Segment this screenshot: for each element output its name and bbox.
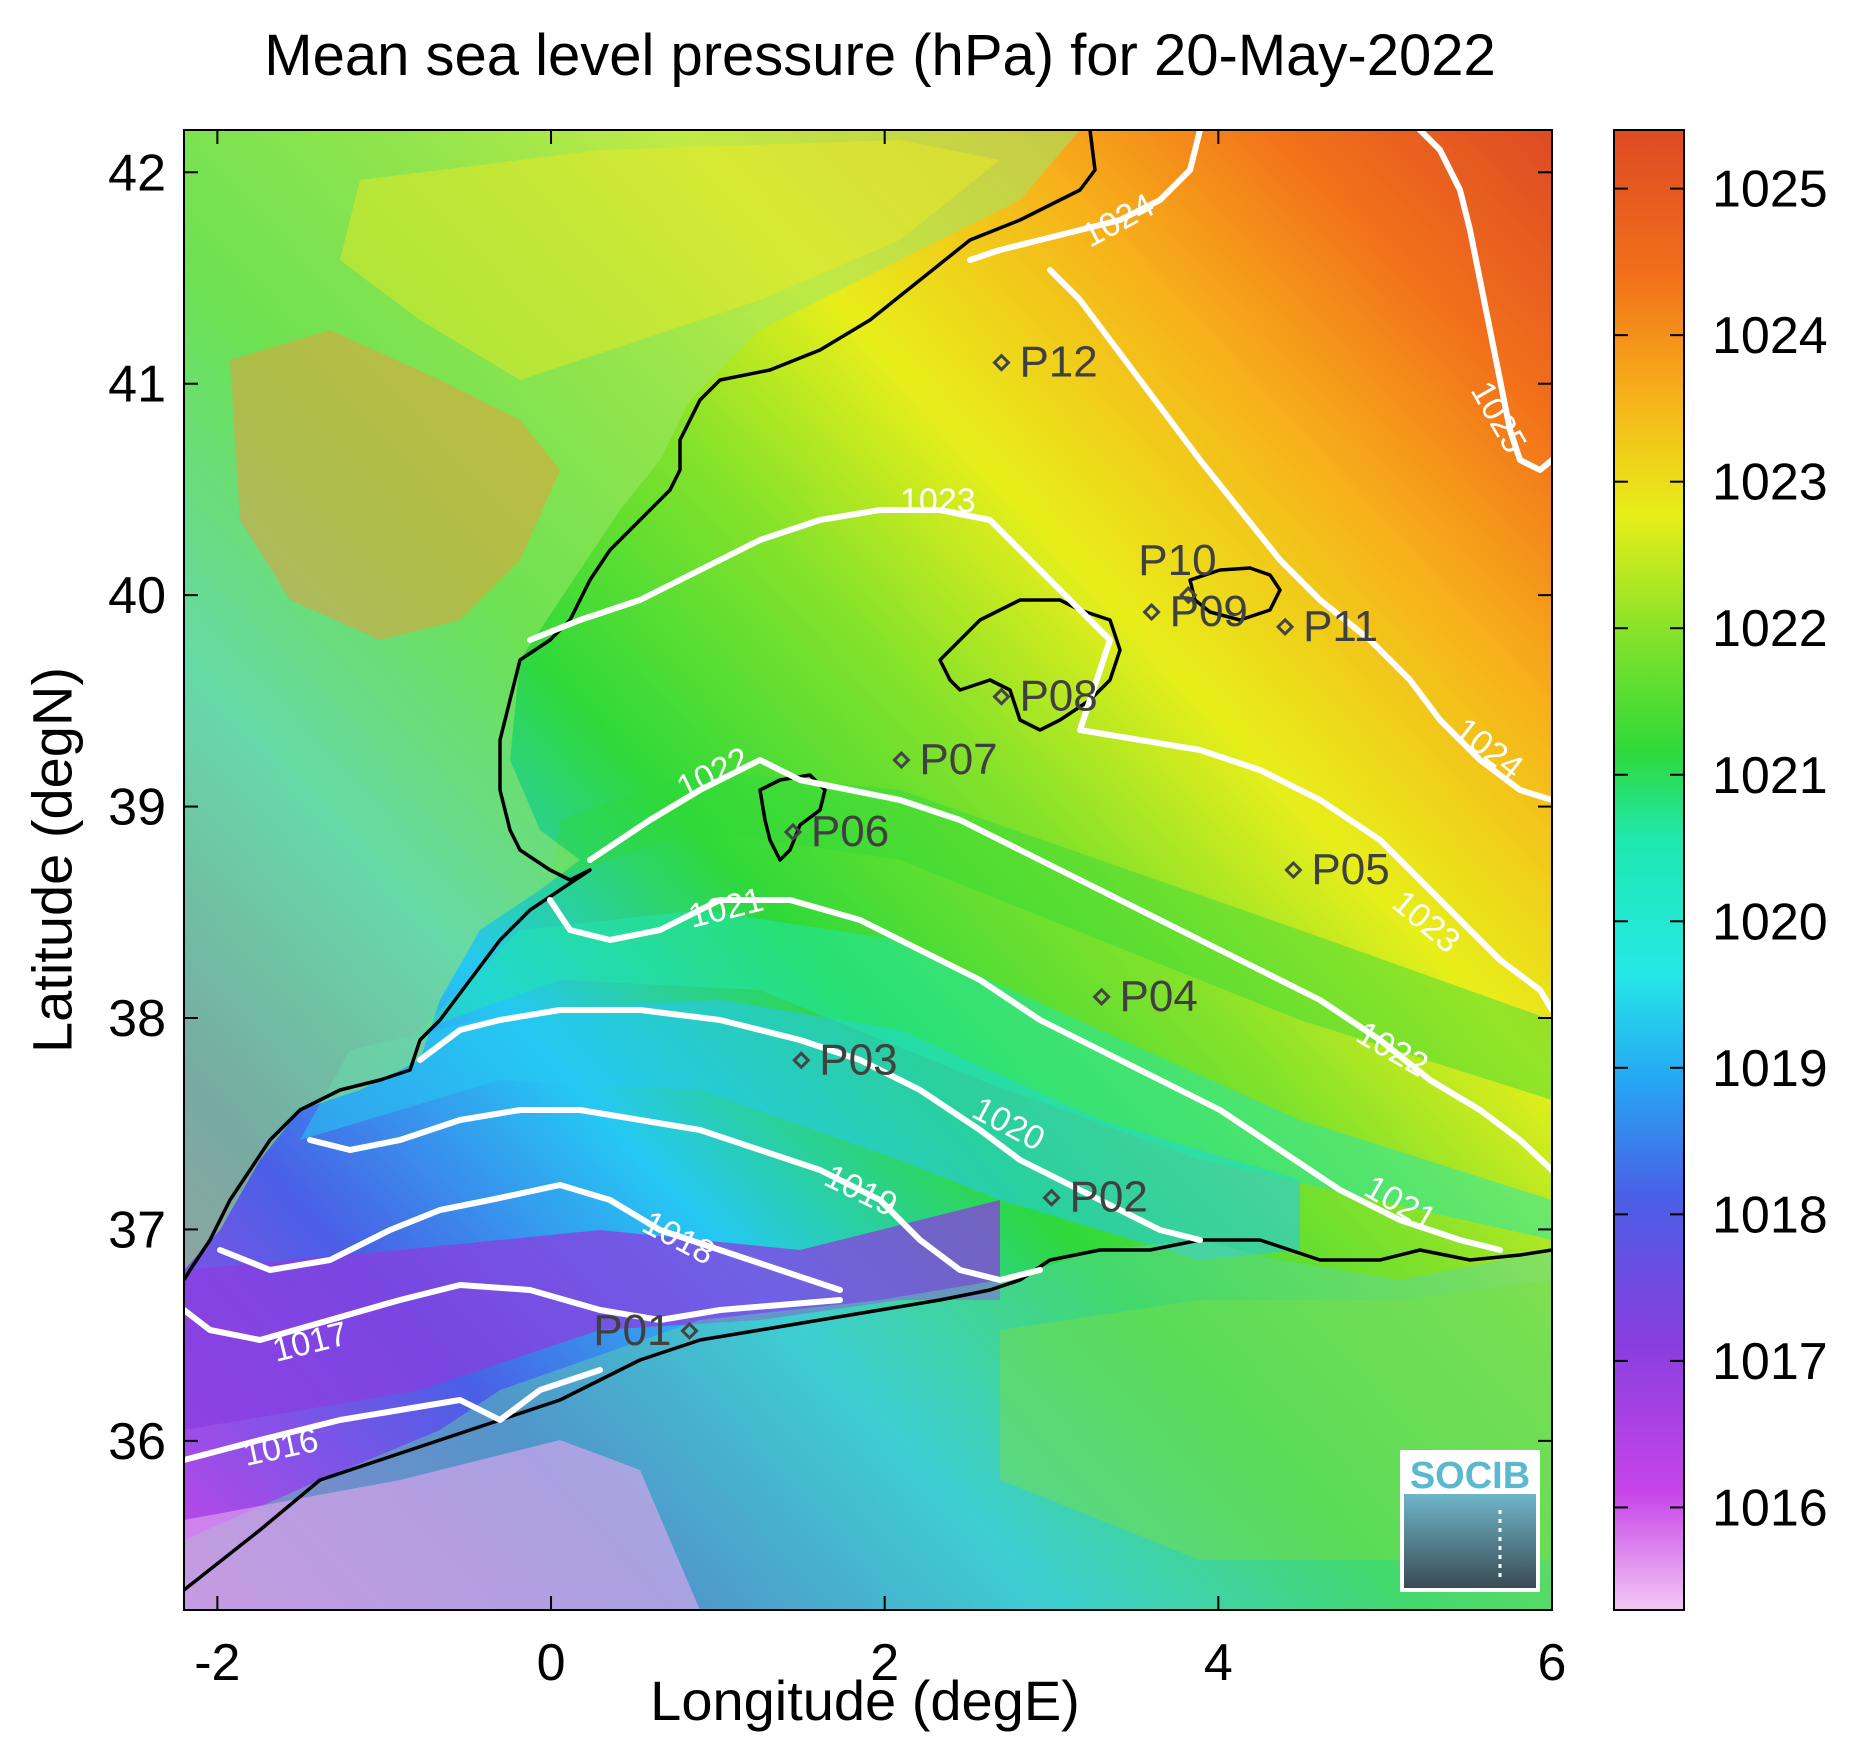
land-iberia-yellow bbox=[340, 140, 1000, 380]
y-tick-label: 41 bbox=[108, 356, 166, 414]
y-tick-label: 36 bbox=[108, 1413, 166, 1471]
station-marker bbox=[792, 1051, 811, 1070]
station-marker bbox=[1179, 586, 1198, 605]
colorbar-tick-label: 1025 bbox=[1712, 161, 1828, 219]
contour-label-1023: 1023 bbox=[900, 482, 976, 520]
colorbar-tick-label: 1023 bbox=[1712, 454, 1828, 512]
colorbar-tick-label: 1021 bbox=[1712, 747, 1828, 805]
colorbar-tick-label: 1020 bbox=[1712, 893, 1828, 951]
contour-1021 bbox=[547, 897, 1503, 1253]
contour-1020 bbox=[417, 1007, 1203, 1243]
contour-1019 bbox=[307, 1107, 1043, 1283]
plot-frame bbox=[183, 129, 1553, 1611]
y-tick-label: 37 bbox=[108, 1201, 166, 1259]
y-tick-label: 39 bbox=[108, 779, 166, 837]
contour-1024 bbox=[967, 130, 1552, 803]
x-tick-label: 0 bbox=[537, 1634, 566, 1692]
station-label: P02 bbox=[1070, 1173, 1148, 1222]
x-axis: -2 0 2 4 6 bbox=[194, 130, 1566, 1692]
station-marker bbox=[1042, 1188, 1061, 1207]
station-label: P05 bbox=[1311, 845, 1389, 894]
x-tick-label: -2 bbox=[194, 1634, 240, 1692]
station-marker bbox=[783, 822, 803, 842]
colorbar-tick-label: 1016 bbox=[1712, 1479, 1828, 1537]
contour-1023 bbox=[527, 507, 1552, 1013]
station-marker bbox=[680, 1321, 699, 1341]
station-label: P10 bbox=[1138, 536, 1216, 585]
station-label: P04 bbox=[1120, 972, 1198, 1021]
coastlines bbox=[184, 130, 1552, 1592]
y-axis: 42 41 40 39 38 37 36 bbox=[108, 144, 1552, 1471]
station-label: P03 bbox=[819, 1035, 897, 1084]
coastline-africa bbox=[184, 1238, 1552, 1592]
station-label: P08 bbox=[1019, 672, 1097, 721]
map-title: Mean sea level pressure (hPa) for 20-May… bbox=[264, 23, 1496, 88]
station-label: P11 bbox=[1303, 602, 1378, 651]
station-marker bbox=[1284, 860, 1303, 880]
station-marker bbox=[1092, 987, 1111, 1006]
band-1019 bbox=[300, 1000, 1300, 1260]
station-marker bbox=[892, 750, 911, 770]
contour-1022 bbox=[587, 757, 1552, 1173]
coastline-menorca bbox=[1188, 566, 1282, 622]
y-tick-label: 38 bbox=[108, 990, 166, 1048]
socib-logo-text: SOCIB bbox=[1410, 1455, 1530, 1497]
land-africa-violet bbox=[184, 1440, 700, 1610]
station-marker bbox=[1275, 617, 1295, 636]
colorbar-tick-label: 1024 bbox=[1712, 307, 1828, 365]
station-label: P01 bbox=[593, 1306, 671, 1355]
contour-1025 bbox=[1417, 130, 1552, 473]
station-label: P06 bbox=[811, 807, 889, 856]
colorbar-tick-label: 1019 bbox=[1712, 1040, 1828, 1098]
colorbar-tick-label: 1018 bbox=[1712, 1186, 1828, 1244]
coastline-iberia bbox=[184, 130, 1097, 1281]
colorbar-tick-label: 1017 bbox=[1712, 1333, 1828, 1391]
contours bbox=[184, 130, 1552, 1463]
x-tick-label: 4 bbox=[1204, 1634, 1233, 1692]
station-label: P07 bbox=[919, 735, 997, 784]
y-tick-label: 42 bbox=[108, 144, 166, 202]
colorbar-gradient bbox=[1613, 129, 1685, 1611]
colorbar-ticks: 1025 1024 1023 1022 1021 1020 1019 1018 1017 1016 bbox=[1614, 161, 1828, 1537]
land-iberia-warm bbox=[230, 330, 560, 640]
x-tick-label: 2 bbox=[870, 1634, 899, 1692]
x-tick-label: 6 bbox=[1538, 1634, 1567, 1692]
socib-logo: SOCIB bbox=[1400, 1450, 1540, 1592]
contour-1018 bbox=[217, 1182, 843, 1293]
station-marker bbox=[1142, 602, 1161, 622]
contour-1017 bbox=[184, 1282, 843, 1343]
station-label: P12 bbox=[1019, 338, 1097, 387]
band-1020 bbox=[420, 910, 1552, 1240]
colorbar: 1025 1024 1023 1022 1021 1020 1019 1018 1017 1016 bbox=[1613, 129, 1828, 1611]
contour-1016 bbox=[184, 1367, 603, 1463]
y-tick-label: 40 bbox=[108, 567, 166, 625]
colorbar-tick-label: 1022 bbox=[1712, 600, 1828, 658]
station-marker bbox=[992, 353, 1011, 372]
x-axis-label: Longitude (degE) bbox=[650, 1669, 1080, 1732]
station-marker bbox=[992, 687, 1011, 706]
band-1021 bbox=[550, 770, 1552, 1100]
band-1017 bbox=[184, 1200, 1000, 1430]
